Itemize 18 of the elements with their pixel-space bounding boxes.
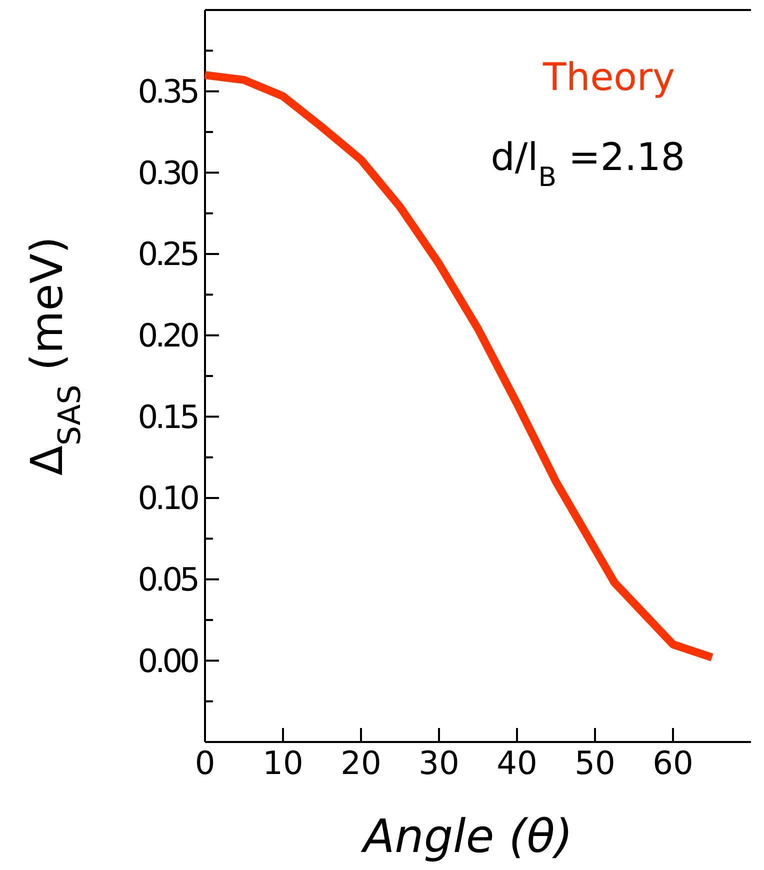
text: Theory (542, 55, 675, 99)
y-tick-label: 0.15 (138, 398, 198, 436)
x-axis-title: Angle (θ) (360, 809, 573, 863)
x-tick-label: 40 (496, 744, 538, 782)
x-tick-label: 60 (652, 744, 694, 782)
x-tick-label: 50 (574, 744, 616, 782)
y-tick-label: 0.00 (138, 642, 199, 680)
y-tick-label: 0.20 (138, 316, 199, 355)
y-tick-label: 0.25 (138, 235, 198, 274)
y-tick-label: 0.10 (138, 479, 199, 518)
y-tick-label: 0.05 (138, 560, 198, 599)
x-tick-label: 10 (262, 744, 304, 782)
y-tick-label: 0.30 (138, 154, 199, 192)
y-tick-label: 0.35 (138, 72, 198, 111)
x-tick-label: 0 (194, 744, 216, 782)
x-tick-label: 20 (340, 744, 382, 782)
annotation: d/l$_{B}$ =2.18 (490, 135, 685, 192)
x-tick-label: 30 (418, 744, 460, 782)
